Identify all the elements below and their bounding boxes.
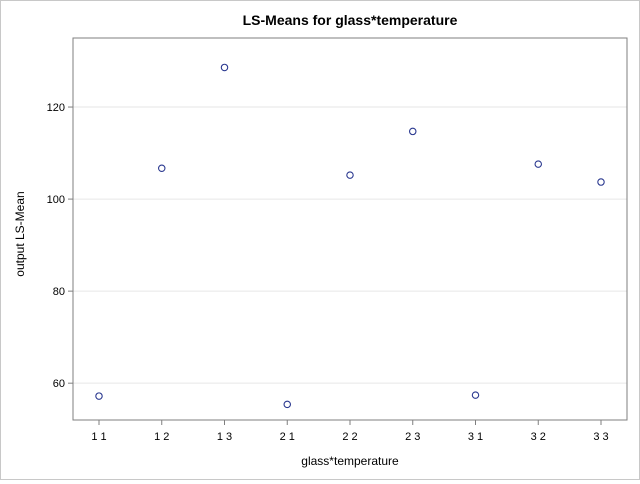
x-tick-label: 3 1: [468, 431, 483, 443]
chart-title: LS-Means for glass*temperature: [243, 12, 458, 28]
data-point: [408, 127, 417, 136]
y-tick-label: 100: [47, 194, 65, 206]
data-point: [158, 164, 166, 172]
data-point: [471, 391, 480, 399]
data-point: [597, 178, 605, 186]
data-points: [95, 63, 605, 409]
x-axis-ticks: 1 1 1 2 1 3 2 1 2 2 2 3 3 1 3 2 3 3: [91, 420, 609, 443]
x-tick-label: 2 2: [342, 431, 357, 443]
x-tick-label: 1 1: [91, 431, 106, 443]
x-tick-label: 2 3: [405, 431, 420, 443]
y-axis-ticks: 60 80 100 120: [47, 102, 73, 390]
data-point: [346, 171, 354, 179]
gridlines: [73, 106, 627, 384]
y-tick-label: 80: [53, 286, 65, 298]
data-point: [220, 63, 229, 72]
x-tick-label: 3 3: [593, 431, 608, 443]
x-tick-label: 3 2: [531, 431, 546, 443]
x-tick-label: 1 2: [154, 431, 169, 443]
x-tick-label: 2 1: [280, 431, 295, 443]
y-tick-label: 60: [53, 378, 65, 390]
x-tick-label: 1 3: [217, 431, 232, 443]
plot-area-border: [72, 37, 628, 421]
data-point: [95, 392, 103, 400]
data-point: [283, 400, 291, 409]
data-point: [534, 160, 542, 168]
x-axis-label: glass*temperature: [301, 454, 399, 468]
y-axis-label: output LS-Mean: [13, 191, 27, 276]
y-tick-label: 120: [47, 102, 65, 114]
